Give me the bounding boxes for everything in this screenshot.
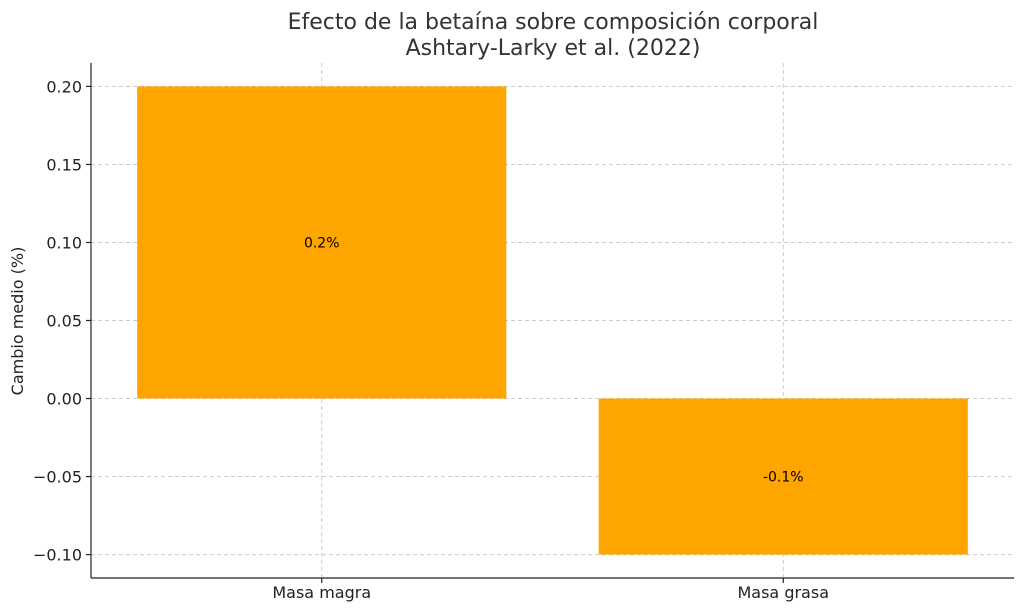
bar-masa-magra bbox=[137, 86, 507, 399]
data-labels: 0.2% -0.1% bbox=[304, 235, 804, 485]
y-tick-label: −0.05 bbox=[33, 468, 82, 487]
bar-value-label: 0.2% bbox=[304, 235, 340, 251]
y-tick-label: 0.20 bbox=[46, 77, 82, 96]
x-tick-label: Masa magra bbox=[272, 583, 371, 602]
chart-subtitle: Ashtary-Larky et al. (2022) bbox=[406, 36, 701, 61]
y-tick-label: 0.05 bbox=[46, 312, 82, 331]
y-tick-label: 0.10 bbox=[46, 233, 82, 252]
y-tick-label: 0.00 bbox=[46, 390, 82, 409]
y-tick-label: −0.10 bbox=[33, 546, 82, 565]
chart-title: Efecto de la betaína sobre composición c… bbox=[288, 10, 819, 35]
x-tick-label: Masa grasa bbox=[737, 583, 829, 602]
bar-value-label: -0.1% bbox=[763, 470, 804, 486]
y-tick-label: 0.15 bbox=[46, 155, 82, 174]
tick-labels: 0.20 0.15 0.10 0.05 0.00 −0.05 −0.10 Masa magra… bbox=[33, 77, 829, 602]
axes bbox=[86, 63, 1014, 583]
y-axis-label: Cambio medio (%) bbox=[8, 247, 27, 396]
bar-masa-grasa bbox=[598, 398, 968, 555]
bars bbox=[137, 86, 968, 555]
